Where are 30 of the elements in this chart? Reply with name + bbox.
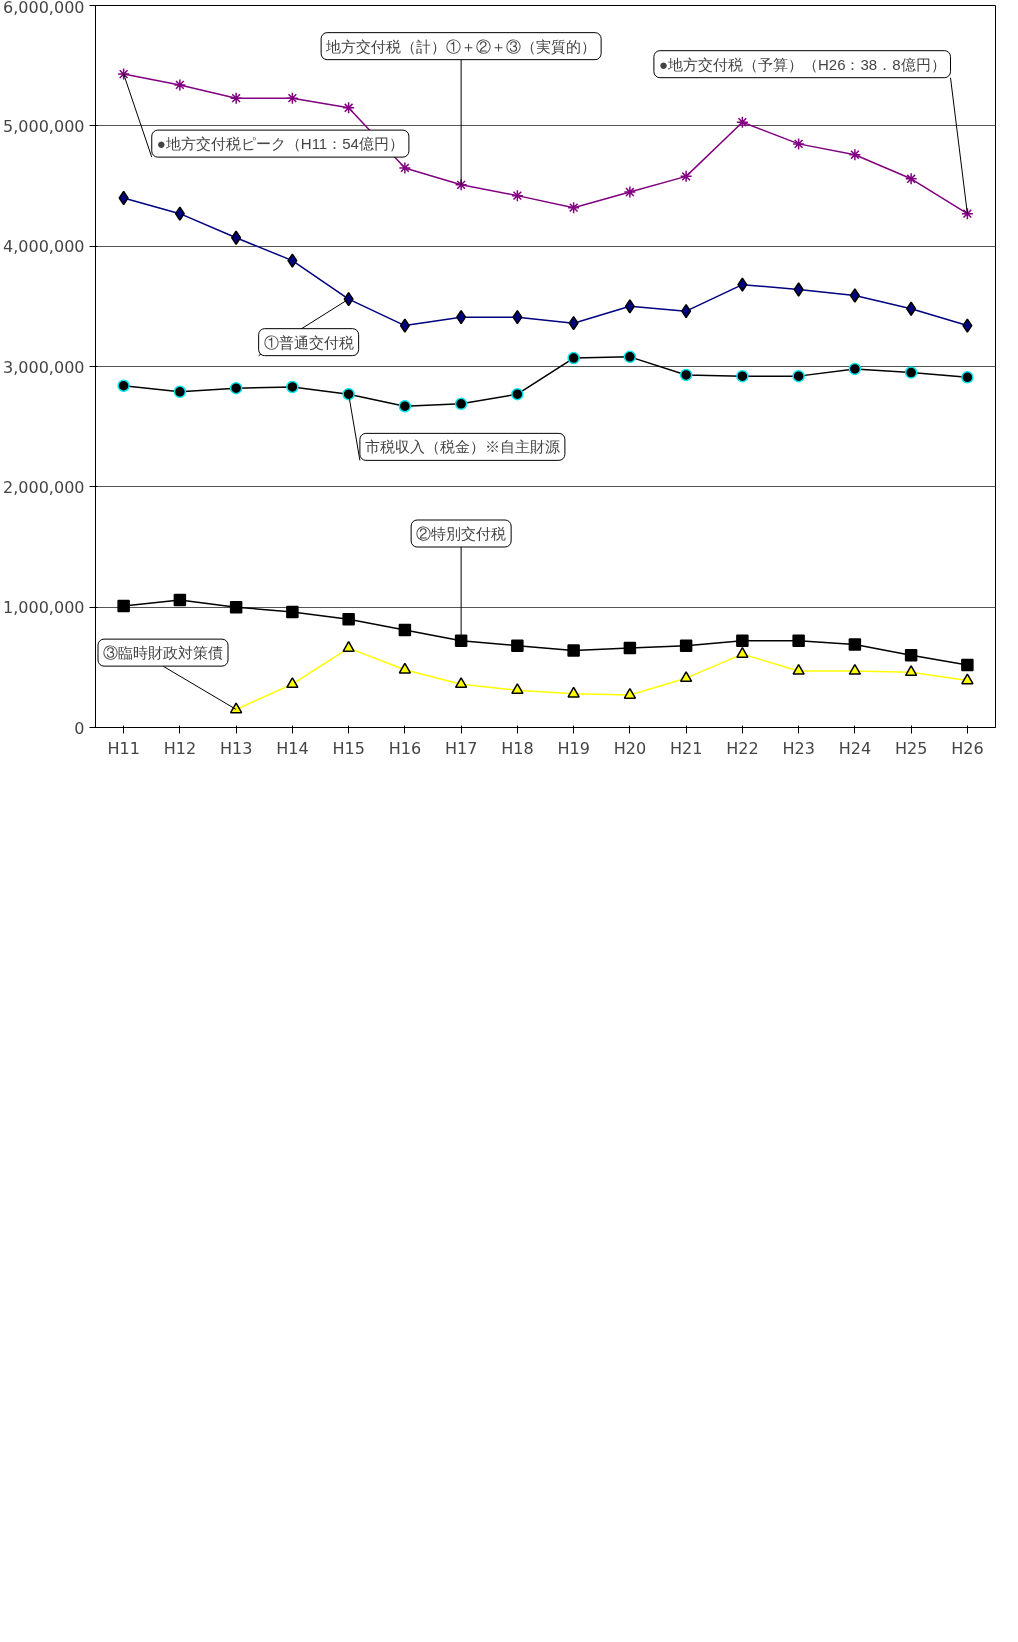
y-tick-label: 2,000,000 (3, 477, 85, 497)
x-tick-label: H18 (501, 738, 534, 758)
annotation: ●地方交付税（予算）（H26：38．8億円） (658, 55, 946, 73)
annotation: 市税収入（税金）※自主財源 (364, 438, 560, 456)
y-tick-label: 5,000,000 (3, 116, 85, 136)
annotation: 地方交付税（計）①＋②＋③（実質的） (325, 37, 597, 55)
x-tick-label: H25 (894, 738, 928, 758)
x-tick-label: H19 (557, 738, 590, 758)
x-tick-label: H20 (613, 738, 647, 758)
annotation: ●地方交付税ピーク（H11：54億円） (156, 135, 404, 153)
x-tick-label: H13 (219, 738, 253, 758)
x-tick-label: H22 (726, 738, 759, 758)
x-tick-label: H16 (388, 738, 422, 758)
x-tick-label: H11 (107, 738, 140, 758)
annotation: ③臨時財政対策債 (103, 644, 223, 662)
x-tick-label: H12 (163, 738, 197, 758)
x-tick-label: H21 (669, 738, 703, 758)
annotation: ①普通交付税 (263, 333, 354, 351)
y-tick-label: 1,000,000 (3, 598, 85, 618)
x-tick-label: H15 (332, 738, 365, 758)
annotation: ②特別交付税 (416, 525, 507, 542)
y-tick-label: 6,000,000 (3, 0, 85, 17)
x-tick-label: H24 (838, 738, 872, 758)
x-tick-label: H14 (276, 738, 309, 758)
x-tick-label: H17 (444, 738, 478, 758)
y-tick-label: 3,000,000 (3, 357, 85, 377)
x-tick-label: H26 (951, 738, 984, 758)
x-tick-label: H23 (782, 738, 815, 758)
y-tick-label: 0 (74, 718, 85, 738)
y-tick-label: 4,000,000 (3, 237, 85, 257)
